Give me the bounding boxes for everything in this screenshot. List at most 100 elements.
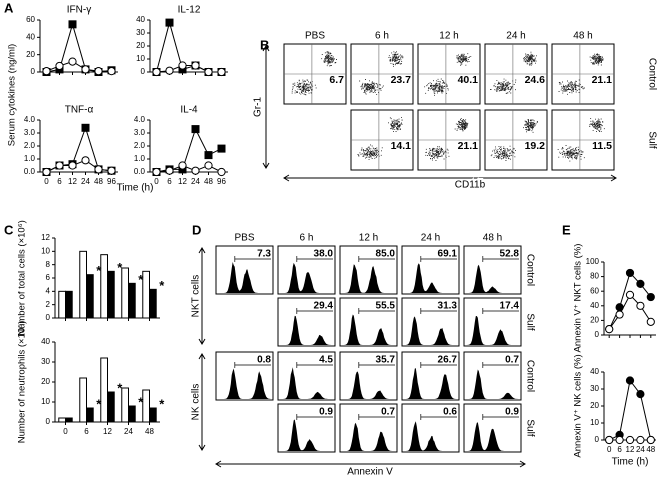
y-tick-label: 10 — [41, 397, 50, 406]
histogram-plot — [463, 297, 522, 347]
column-header: PBS — [305, 31, 325, 42]
marker — [94, 67, 103, 76]
x-tick-label: 24 — [124, 427, 133, 436]
y-tick-label: 10 — [590, 418, 599, 427]
y-tick-label: 0 — [595, 435, 600, 444]
marker — [625, 268, 635, 278]
marker — [81, 156, 90, 165]
bar — [149, 288, 157, 319]
panel-label: A — [4, 0, 14, 15]
y-tick-label: 20 — [136, 41, 145, 50]
marker — [68, 20, 77, 29]
y-tick-label: 3.0 — [134, 128, 146, 137]
row-label: Sulf — [646, 131, 657, 148]
histogram — [217, 368, 272, 399]
x-tick-label: 12 — [626, 445, 635, 454]
gate-percentage: 21.1 — [458, 140, 479, 152]
significance-mark: * — [117, 260, 123, 275]
gate — [358, 414, 395, 420]
y-tick-label: 40 — [41, 337, 50, 346]
gate-percentage: 40.1 — [458, 74, 479, 86]
y-tick-label: 40 — [590, 301, 599, 310]
gate — [296, 414, 333, 420]
series-line — [156, 20, 222, 73]
x-tick-label: 24 — [191, 177, 200, 186]
column-header: 24 h — [506, 31, 525, 42]
y-tick-label: 12 — [41, 233, 50, 242]
y-tick-label: 40 — [26, 32, 35, 41]
dot-cloud — [490, 119, 538, 161]
chart-title: TNF-α — [65, 105, 94, 116]
group-label: NK cells — [191, 384, 202, 421]
x-axis-label: Time (h) — [117, 183, 154, 194]
significance-mark: * — [96, 263, 102, 278]
x-axis-label: CD11b — [455, 180, 486, 191]
x-tick-label: 48 — [204, 177, 213, 186]
y-tick-label: 60 — [590, 286, 599, 295]
gate — [284, 44, 346, 104]
gate-percentage: 19.2 — [525, 140, 546, 152]
gate-percentage: 0.7 — [381, 407, 395, 418]
marker — [191, 166, 200, 175]
dot-cloud — [424, 53, 472, 96]
dot-cloud — [425, 118, 469, 161]
histogram-plot — [277, 297, 336, 347]
y-tick-label: 20 — [590, 401, 599, 410]
y-tick-label: 10 — [41, 246, 50, 255]
gate — [552, 110, 614, 170]
gate — [351, 44, 413, 104]
bar — [149, 407, 157, 423]
histogram — [403, 421, 458, 451]
bar — [65, 417, 73, 423]
histogram — [341, 422, 396, 451]
marker — [81, 123, 90, 132]
series-line — [608, 294, 652, 330]
marker — [152, 167, 161, 177]
y-tick-label: 3.0 — [24, 128, 36, 137]
gate — [358, 362, 395, 368]
bar — [107, 270, 115, 319]
axis — [149, 20, 228, 73]
row-label: Control — [524, 360, 535, 392]
x-axis-label: Annexin V — [347, 467, 393, 478]
marker — [636, 435, 645, 445]
gate — [420, 362, 457, 368]
gate — [485, 110, 547, 170]
histogram-plot — [277, 403, 336, 453]
y-tick-label: 2.0 — [134, 141, 146, 150]
column-header: 48 h — [483, 233, 502, 244]
y-tick-label: 30 — [136, 28, 145, 37]
y-tick-label: 40 — [590, 367, 599, 376]
bar — [65, 290, 73, 319]
gate-percentage: 17.4 — [500, 301, 520, 312]
dot-cloud — [490, 51, 537, 95]
y-axis-label: Annexin V⁺ NK cells (%) — [573, 354, 584, 457]
bar — [121, 267, 129, 319]
y-tick-label: 0 — [46, 313, 51, 322]
y-tick-label: 10 — [136, 54, 145, 63]
y-tick-label: 0 — [31, 67, 36, 76]
x-tick-label: 12 — [178, 177, 187, 186]
y-tick-label: 30 — [41, 357, 50, 366]
marker — [94, 165, 103, 174]
x-tick-label: 6 — [84, 427, 89, 436]
bar — [100, 357, 108, 423]
marker — [165, 166, 174, 175]
y-tick-label: 0 — [595, 330, 600, 339]
series-line — [608, 379, 652, 441]
gate — [482, 414, 519, 420]
gate — [296, 308, 333, 314]
y-tick-label: 80 — [590, 272, 599, 281]
group-label: NKT cells — [191, 275, 202, 318]
gate — [234, 362, 271, 368]
gate-percentage: 21.1 — [592, 74, 613, 86]
x-tick-label: 0 — [63, 427, 68, 436]
column-header: 12 h — [439, 31, 458, 42]
x-tick-label: 24 — [81, 177, 90, 186]
gate — [482, 362, 519, 368]
marker — [191, 125, 200, 134]
histogram — [465, 422, 520, 451]
marker — [204, 67, 213, 77]
histogram — [279, 367, 334, 399]
gate-percentage: 23.7 — [391, 74, 412, 86]
